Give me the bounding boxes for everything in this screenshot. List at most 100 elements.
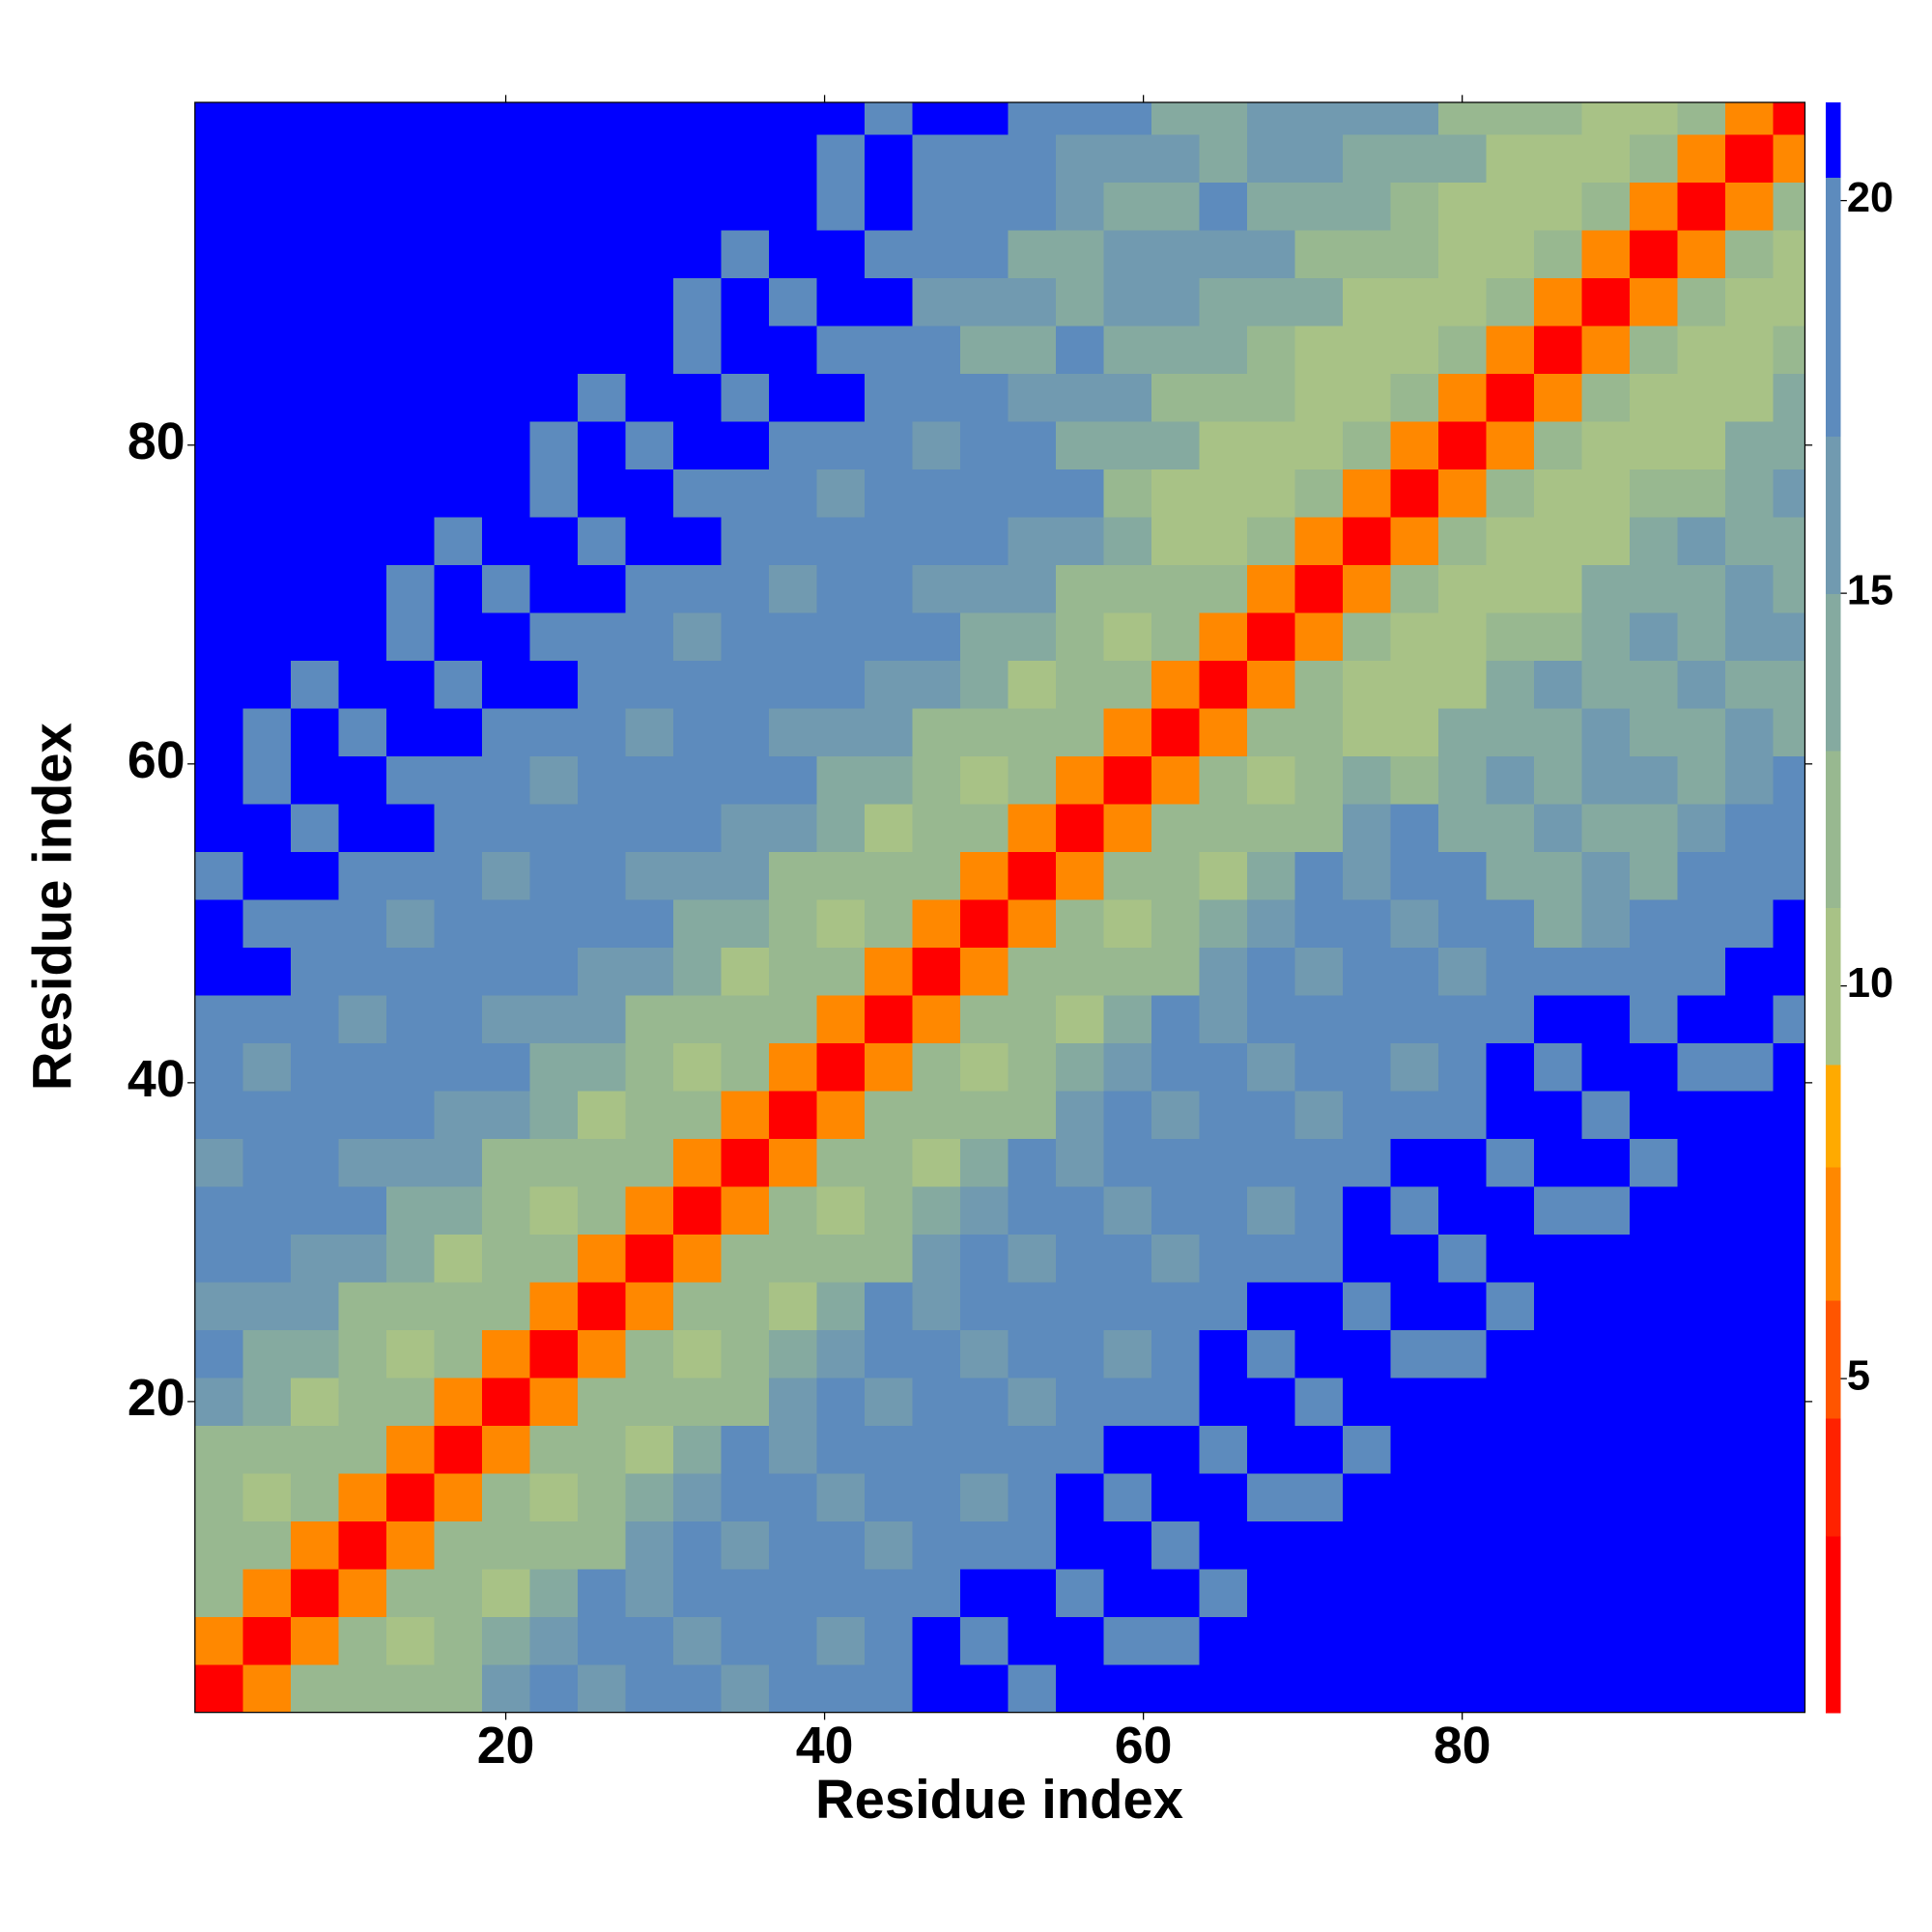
cell xyxy=(816,851,866,900)
cell xyxy=(1437,660,1487,709)
cell xyxy=(290,373,339,422)
cell xyxy=(1581,1234,1631,1283)
cell xyxy=(242,755,292,805)
cell xyxy=(1151,373,1200,422)
cell xyxy=(1342,1473,1391,1522)
cell xyxy=(1677,230,1726,279)
cell xyxy=(1629,1282,1678,1331)
cell xyxy=(672,708,722,757)
cell xyxy=(290,102,339,135)
cell xyxy=(529,326,579,375)
cell xyxy=(290,1378,339,1427)
cell xyxy=(721,373,770,422)
cell xyxy=(1486,469,1535,518)
cell xyxy=(768,1425,817,1474)
cell xyxy=(1055,947,1104,996)
cell xyxy=(1199,102,1248,135)
cell xyxy=(864,1042,913,1092)
cell xyxy=(577,134,626,184)
cell xyxy=(1629,230,1678,279)
cell xyxy=(1437,1234,1487,1283)
cell xyxy=(1486,1664,1535,1714)
cell xyxy=(1055,995,1104,1044)
cell xyxy=(864,851,913,900)
cell xyxy=(1486,230,1535,279)
cell xyxy=(1486,851,1535,900)
cell xyxy=(1629,421,1678,470)
cell xyxy=(1581,421,1631,470)
cell xyxy=(1103,1282,1152,1331)
cell xyxy=(768,612,817,662)
cell xyxy=(1103,1138,1152,1187)
cell xyxy=(434,1425,483,1474)
cell xyxy=(290,1186,339,1236)
cell xyxy=(1103,1425,1152,1474)
cell xyxy=(1437,612,1487,662)
cell xyxy=(577,1378,626,1427)
cell xyxy=(290,421,339,470)
cell xyxy=(959,804,1009,853)
cell xyxy=(1773,851,1805,900)
cell xyxy=(1008,1616,1057,1665)
cell xyxy=(1390,1569,1439,1618)
cell xyxy=(1533,564,1582,613)
cell xyxy=(816,947,866,996)
cell xyxy=(290,134,339,184)
cell xyxy=(672,1616,722,1665)
cell xyxy=(242,1378,292,1427)
cell xyxy=(1342,1091,1391,1140)
cell xyxy=(912,421,961,470)
cell xyxy=(1151,277,1200,327)
cell xyxy=(1437,755,1487,805)
cell xyxy=(529,1425,579,1474)
cell xyxy=(1103,421,1152,470)
cell xyxy=(912,947,961,996)
cell xyxy=(385,1569,435,1618)
cell xyxy=(625,755,674,805)
cell xyxy=(434,373,483,422)
cell xyxy=(1677,1520,1726,1570)
cell xyxy=(625,326,674,375)
cell xyxy=(1199,1091,1248,1140)
cell xyxy=(1773,1282,1805,1331)
cell xyxy=(290,804,339,853)
cell xyxy=(768,517,817,566)
cell xyxy=(194,1378,243,1427)
cell xyxy=(194,804,243,853)
cell xyxy=(1773,134,1805,184)
cell xyxy=(1724,612,1774,662)
cell xyxy=(1199,804,1248,853)
cell xyxy=(194,421,243,470)
cell xyxy=(1629,134,1678,184)
cell xyxy=(1773,230,1805,279)
cell xyxy=(864,1138,913,1187)
cell xyxy=(1151,564,1200,613)
cell xyxy=(1629,1186,1678,1236)
cell xyxy=(385,804,435,853)
cell xyxy=(242,134,292,184)
cell xyxy=(1008,1664,1057,1714)
cell xyxy=(1294,1186,1344,1236)
cell xyxy=(1677,1616,1726,1665)
cell xyxy=(1342,134,1391,184)
cell xyxy=(1677,517,1726,566)
cell xyxy=(1246,899,1295,949)
cell xyxy=(625,469,674,518)
colorbar-band xyxy=(1826,1299,1841,1419)
colorbar-band xyxy=(1826,1064,1841,1168)
cell xyxy=(577,1234,626,1283)
cell xyxy=(1246,1520,1295,1570)
cell xyxy=(959,755,1009,805)
cell xyxy=(577,517,626,566)
cell xyxy=(672,612,722,662)
colorbar-band xyxy=(1826,102,1841,178)
cell xyxy=(672,1282,722,1331)
cell xyxy=(1246,134,1295,184)
cell xyxy=(1246,1378,1295,1427)
cell xyxy=(1055,1282,1104,1331)
cell xyxy=(1533,947,1582,996)
cell xyxy=(242,899,292,949)
cell xyxy=(290,851,339,900)
cell xyxy=(1151,326,1200,375)
cell xyxy=(1342,102,1391,135)
